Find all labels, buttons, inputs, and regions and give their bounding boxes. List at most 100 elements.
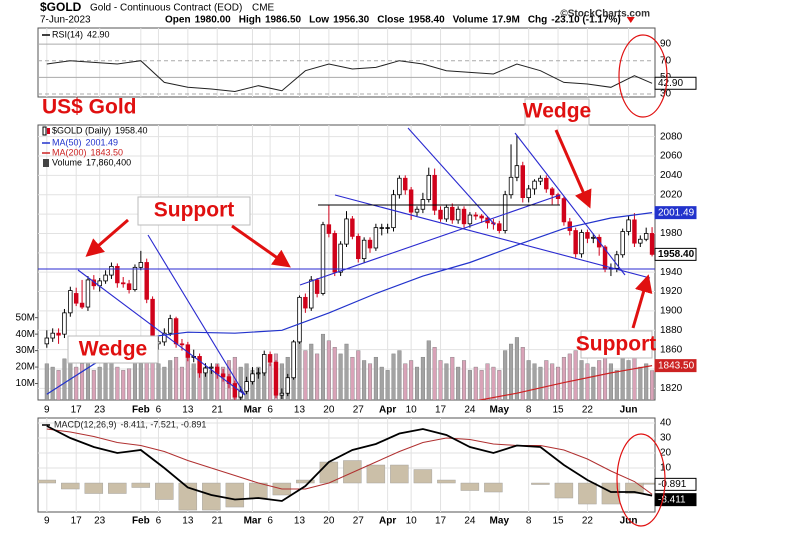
- x-tick-label: 15: [552, 405, 564, 416]
- candle-body: [532, 180, 537, 190]
- candle-body: [408, 189, 414, 213]
- legend-name: MACD(12,26,9): [54, 419, 117, 429]
- volume-bar: [650, 370, 655, 400]
- candle-body: [197, 356, 202, 374]
- price-plot: [44, 135, 655, 400]
- legend-swatch: [42, 126, 47, 136]
- quote-label: Open: [165, 15, 191, 26]
- volume-bar: [379, 366, 384, 400]
- y-tick-label: 1880: [660, 325, 683, 336]
- x-tick-label: 10: [406, 516, 418, 527]
- candle-body: [367, 239, 373, 249]
- volume-bar: [109, 356, 114, 400]
- x-tick-label: 6: [156, 405, 162, 416]
- volume-bar: [403, 363, 408, 400]
- volume-tick-label: 50M: [16, 312, 35, 323]
- candle-body: [585, 232, 590, 239]
- volume-bar: [121, 370, 126, 400]
- volume-bar: [103, 363, 108, 400]
- macd-tick-label: 10: [660, 463, 672, 474]
- candle-body: [297, 296, 302, 343]
- legend-value: 1843.50: [91, 147, 124, 157]
- macd-histogram: [296, 479, 315, 484]
- candle-body: [538, 177, 543, 182]
- candle-body: [643, 233, 649, 240]
- candle-body: [320, 224, 326, 294]
- legend-name: RSI(14): [52, 29, 83, 39]
- candle-body: [126, 283, 132, 291]
- volume-bar: [608, 363, 613, 400]
- volume-bar: [44, 363, 49, 400]
- value-flag-label: -0.891: [658, 479, 687, 490]
- volume-bar: [221, 366, 226, 400]
- candle-body: [85, 279, 91, 308]
- x-tick-label: 17: [71, 405, 83, 416]
- macd-histogram: [601, 482, 621, 505]
- volume-bar: [409, 360, 414, 400]
- highlight-circle: [618, 34, 668, 118]
- macd-histogram: [531, 482, 550, 485]
- candle-body: [291, 341, 296, 379]
- quote-label: Chg: [528, 15, 547, 26]
- volume-bar: [62, 358, 67, 400]
- x-tick-label: 13: [294, 516, 306, 527]
- chart-title: US$ Gold: [42, 96, 137, 119]
- volume-bar: [391, 353, 396, 400]
- macd-histogram: [61, 482, 80, 490]
- candle-body: [115, 265, 120, 284]
- volume-bar: [414, 366, 420, 400]
- volume-bar: [491, 366, 496, 400]
- macd-histogram: [578, 482, 597, 505]
- candle-body: [573, 230, 578, 255]
- volume-bar: [367, 363, 373, 400]
- volume-bar: [632, 353, 637, 400]
- volume-tick-label: 10M: [16, 378, 35, 389]
- y-tick-label: 1860: [660, 344, 683, 355]
- candle-body: [68, 290, 73, 314]
- volume-bar: [209, 370, 214, 400]
- volume-bar: [268, 363, 273, 400]
- macd-histogram: [642, 482, 655, 485]
- volume-tick-label: 30M: [16, 345, 35, 356]
- candle-body: [620, 231, 625, 256]
- volume-bar: [614, 370, 619, 400]
- quote-value: 1956.30: [333, 15, 370, 26]
- x-tick-label: Feb: [132, 405, 150, 416]
- annotation: Support: [154, 199, 234, 222]
- y-tick-label: 1940: [660, 267, 683, 278]
- volume-bar: [426, 340, 431, 400]
- x-tick-label: 24: [464, 516, 476, 527]
- date: 7-Jun-2023: [40, 15, 91, 26]
- symbol: $GOLD: [40, 0, 82, 14]
- candle-body: [256, 372, 261, 375]
- candle-body: [356, 235, 361, 260]
- volume-bar: [279, 363, 284, 400]
- volume-bar: [373, 356, 378, 400]
- candle-body: [461, 208, 467, 225]
- volume-bar: [80, 363, 85, 400]
- volume-bar: [456, 366, 461, 400]
- candle-body: [420, 199, 426, 210]
- volume-bar: [297, 337, 302, 400]
- legend-swatch: [43, 159, 49, 167]
- value-flag-label: 42.90: [658, 78, 683, 89]
- candle-body: [44, 337, 50, 345]
- macd-histogram: [460, 482, 480, 491]
- volume-bar: [532, 363, 537, 400]
- volume-bar: [485, 363, 490, 400]
- volume-bar: [520, 347, 525, 400]
- candle-body: [526, 188, 531, 199]
- x-tick-label: 6: [267, 516, 273, 527]
- legend-name: MA(200): [52, 147, 87, 157]
- y-tick-label: 1980: [660, 228, 683, 239]
- macd-line: [46, 425, 653, 502]
- macd-panel: [37, 417, 656, 513]
- candle-body: [497, 223, 502, 231]
- volume-bar: [320, 333, 326, 400]
- volume-bar: [156, 363, 161, 400]
- legend-name: $GOLD (Daily): [52, 125, 111, 135]
- candle-body: [220, 373, 226, 378]
- y-tick-label: 1820: [660, 383, 683, 394]
- arrows: [85, 129, 653, 329]
- volume-bar: [344, 343, 349, 400]
